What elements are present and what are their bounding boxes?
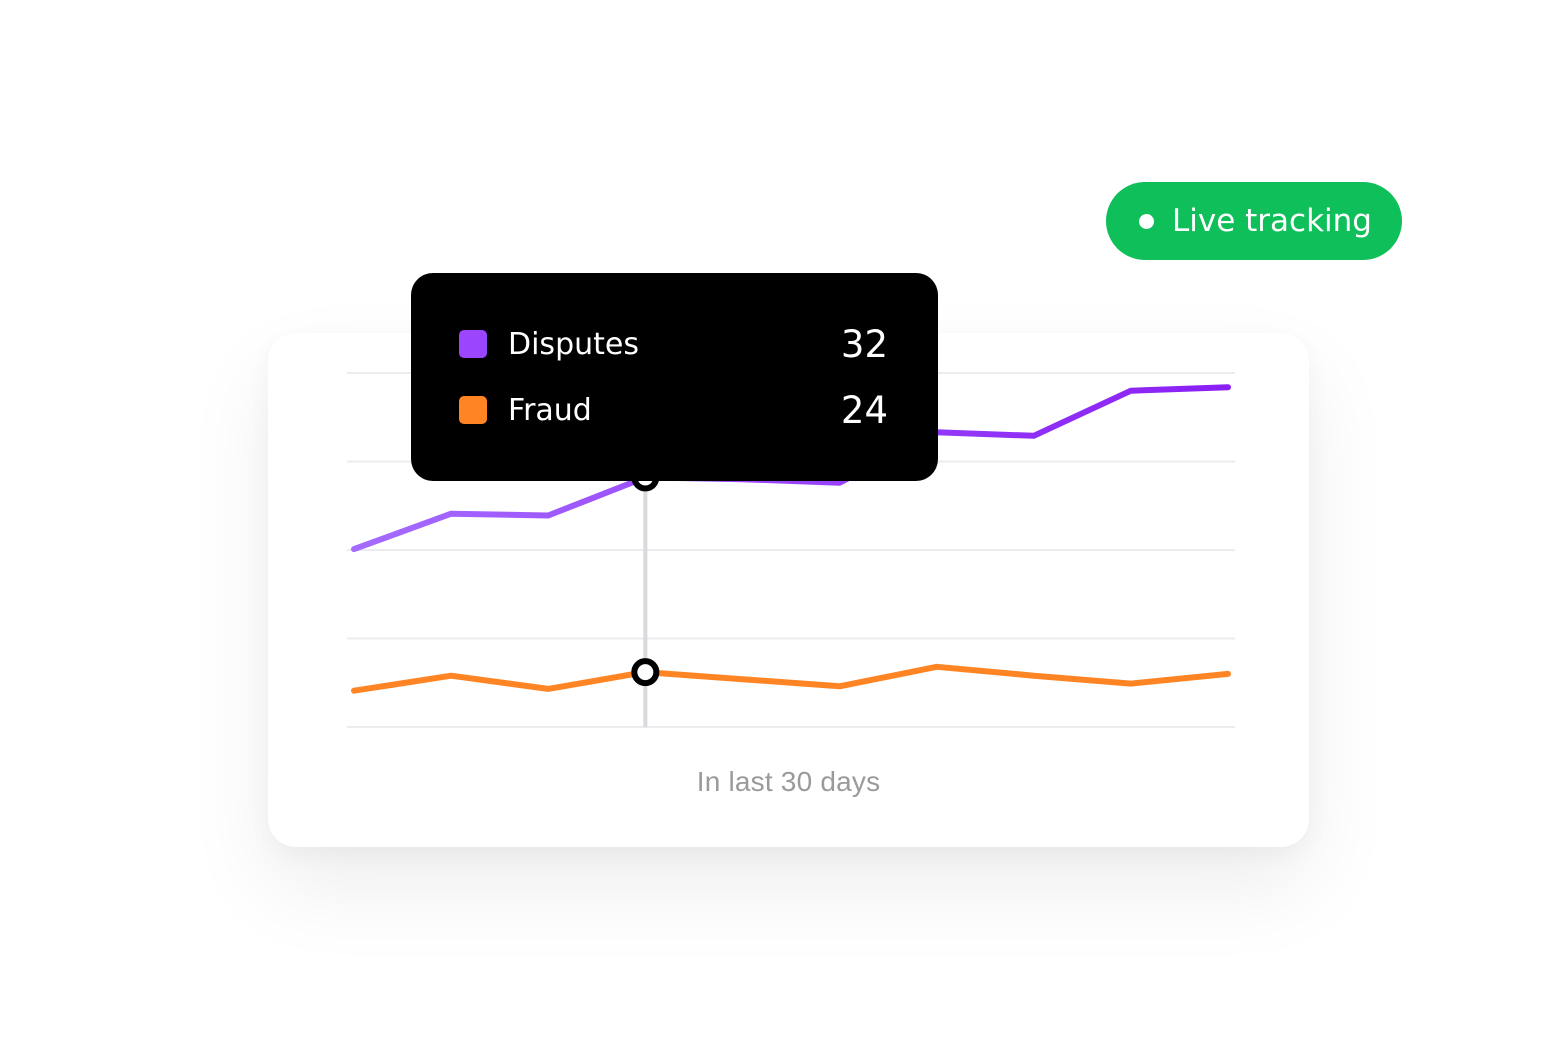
live-tracking-badge[interactable]: Live tracking	[1106, 182, 1402, 260]
fraud-swatch	[459, 396, 487, 424]
chart-tooltip: Disputes 32 Fraud 24	[411, 273, 938, 481]
tooltip-series-value: 32	[840, 322, 888, 366]
tooltip-series-label: Disputes	[508, 326, 639, 362]
live-tracking-label: Live tracking	[1172, 203, 1372, 239]
chart-caption: In last 30 days	[696, 766, 881, 797]
tooltip-row-fraud: Fraud 24	[459, 388, 888, 432]
status-dot-icon	[1139, 213, 1154, 229]
tooltip-row-disputes: Disputes 32	[459, 322, 888, 366]
disputes-swatch	[459, 330, 487, 358]
hover-point-fraud	[631, 658, 660, 687]
tooltip-series-label: Fraud	[508, 392, 592, 428]
series-line-fraud	[351, 663, 1231, 694]
tooltip-series-value: 24	[840, 388, 888, 432]
